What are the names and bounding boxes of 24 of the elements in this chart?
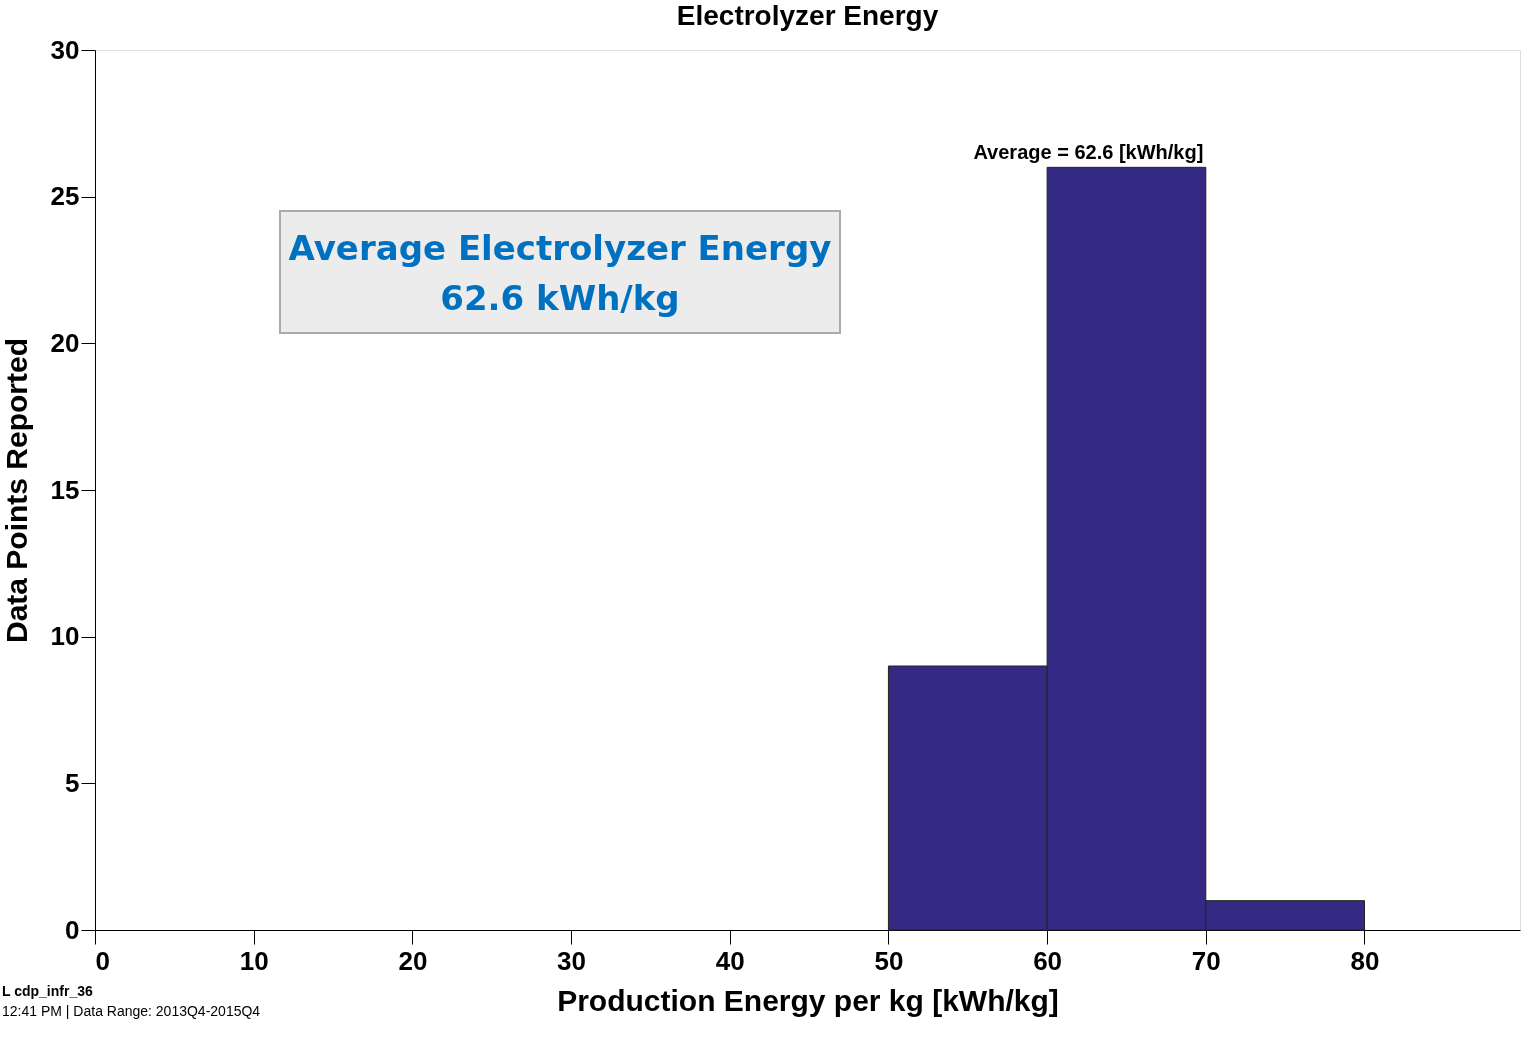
x-tick-label: 50 — [874, 945, 904, 976]
x-tick-label: 10 — [239, 945, 269, 976]
text: L cdp_infr_36 — [2, 983, 93, 999]
x-tick-label: 20 — [398, 945, 428, 976]
annotation: 62.6 kWh/kg — [440, 278, 680, 318]
x-axis-title: Production Energy per kg [kWh/kg] — [557, 983, 1059, 1017]
x-tick-label: 0 — [95, 945, 110, 976]
y-tick-label: 25 — [50, 181, 80, 212]
x-tick-label: 60 — [1033, 945, 1063, 976]
y-tick-label: 0 — [65, 914, 80, 945]
y-tick-label: 30 — [50, 34, 80, 65]
text: 12:41 PM | Data Range: 2013Q4-2015Q4 — [2, 1003, 261, 1019]
x-tick-label: 70 — [1191, 945, 1221, 976]
x-tick-label: 80 — [1350, 945, 1380, 976]
annotation: Average = 62.6 [kWh/kg] — [973, 141, 1204, 164]
y-tick-label: 20 — [50, 327, 80, 358]
y-tick-label: 10 — [50, 621, 80, 652]
x-tick-label: 30 — [557, 945, 587, 976]
y-tick-label: 5 — [65, 767, 80, 798]
annotation: Average Electrolyzer Energy — [288, 228, 832, 268]
y-tick-label: 15 — [50, 474, 80, 505]
y-axis-title: Data Points Reported — [0, 337, 33, 644]
x-tick-label: 40 — [715, 945, 745, 976]
chart-title: Electrolyzer Energy — [676, 0, 939, 31]
